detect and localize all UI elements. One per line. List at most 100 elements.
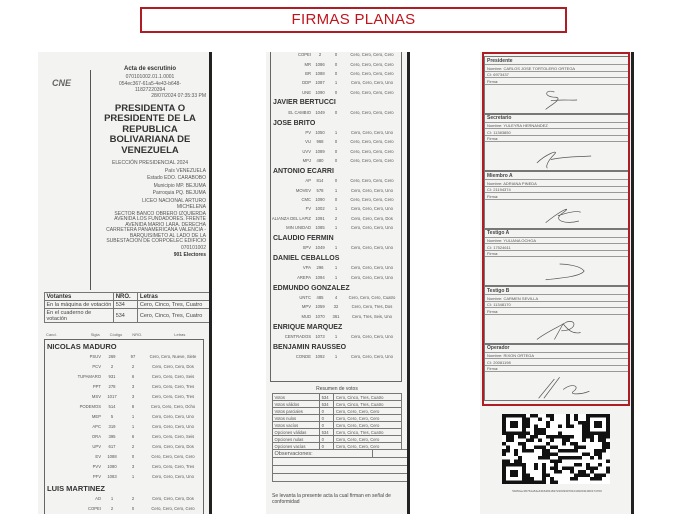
acta-page-3: Presidente Nombre: CARLOS JOSE TORTOLERO …	[480, 52, 634, 514]
vote-letters: Cero, Cero, Cero, Uno	[351, 333, 393, 339]
party-row: FV 1002 1 Cero, Cero, Cero, Uno	[271, 205, 401, 214]
party-sigla: TUPAMARO	[77, 373, 101, 379]
resumen-table: Votos 534 Cero, Cinco, Tres, Cuatro Votos v…	[271, 393, 402, 450]
party-sigla: SPV	[302, 245, 311, 251]
handwritten-signature	[545, 263, 585, 281]
party-code: 1073	[315, 333, 325, 339]
vote-letters: Cero, Cero, Cero, Dos	[152, 443, 194, 449]
vote-count: 1	[131, 473, 135, 479]
party-row: DDP 1087 1 Cero, Cero, Cero, Uno	[271, 79, 401, 88]
party-sigla: PVV	[92, 463, 101, 469]
party-sigla: PSUV	[89, 353, 101, 359]
acta-centro-code: 070101002	[180, 244, 206, 251]
vote-letters: Cero, Cero, Cero, Seis	[151, 373, 195, 379]
cell: 0	[319, 407, 335, 415]
party-code: 814	[316, 178, 324, 184]
signer-ci: CI: 6973437	[485, 72, 629, 78]
firma-label: Firma:	[485, 308, 629, 315]
vote-count: 0	[334, 196, 338, 202]
vote-letters: Cero, Cero, Cero, Cuatro	[348, 294, 396, 300]
vote-letters: Cero, Cero, Cero, Cero	[350, 70, 394, 76]
vote-letters: Cero, Cero, Cero, Cero	[350, 139, 394, 145]
signer-name: Nombre: RIXON ORTEGA	[485, 353, 629, 359]
party-code: 1085	[315, 224, 325, 230]
party-row: COPEI 2 0 Cero, Cero, Cero, Cero	[45, 504, 203, 514]
handwritten-signature	[536, 151, 592, 169]
observaciones-label: Observaciones:	[271, 449, 374, 458]
party-code: 1050	[315, 130, 325, 136]
vote-letters: Cero, Cero, Cero, Uno	[351, 245, 393, 251]
vote-count: 0	[131, 453, 135, 459]
party-row: ALIANZA DEL LAPIZ 1091 2 Cero, Cero, Cero, …	[271, 214, 401, 223]
party-code: 1091	[315, 215, 325, 221]
cell: Cero, Cinco, Tres, Cuatro	[333, 400, 402, 408]
party-row: CMC 1090 0 Cero, Cero, Cero, Cero	[271, 196, 401, 205]
candidate-name: EDMUNDO GONZALEZ	[273, 284, 350, 292]
candidates-box: COPEI 2 0 Cero, Cero, Cero, Cero MR 1086 0 Cero…	[270, 52, 402, 382]
firma-label: Firma:	[485, 78, 629, 85]
vote-count: 1	[334, 274, 338, 280]
cell: En la máquina de votación	[43, 300, 115, 309]
vote-letters: Cero, Cero, Cero, Seis	[151, 433, 195, 439]
party-row: MPV 1059 32 Cero, Cero, Tres, Dos	[271, 303, 401, 312]
vote-count: 3	[131, 383, 135, 389]
party-sigla: CENTRADOS	[284, 333, 311, 339]
cell: Opciones válidas	[271, 428, 321, 436]
acta-office: PRESIDENTA O PRESIDENTE DE LA REPUBLICA …	[104, 102, 196, 156]
party-sigla: EV	[95, 453, 101, 459]
vote-count: 3	[131, 463, 135, 469]
acta-header: Acta de escrutinio 070101002.01.1.0001 0…	[94, 66, 206, 260]
acta-direccion: SECTOR BANCO OBRERO IZQUIERDA AVENIDA LO…	[106, 210, 206, 244]
vote-letters: Cero, Cero, Cero, Tres	[151, 463, 195, 469]
firma-label: Firma:	[485, 193, 629, 200]
vote-count: 1	[334, 245, 338, 251]
vote-count: 97	[130, 353, 136, 359]
col-header: Sigla	[90, 332, 100, 337]
signature-block: Operador Nombre: RIXON ORTEGA CI: 20081198…	[484, 343, 630, 401]
party-sigla: UNE	[302, 89, 311, 95]
cell: Cero, Cinco, Tres, Cuatro	[333, 428, 402, 436]
candidate-name: CLAUDIO FERMIN	[273, 234, 334, 242]
vote-letters: Cero, Cero, Cero, Uno	[351, 274, 393, 280]
party-row: MSV 1017 3 Cero, Cero, Cero, Tres	[45, 392, 203, 402]
acta-footer: Se levanta la presente acta la cual firm…	[272, 493, 391, 505]
cell: Votos válidos	[271, 400, 321, 408]
party-code: 1	[110, 495, 114, 501]
party-sigla: COPEI	[297, 52, 311, 58]
party-sigla: CONDE	[295, 354, 311, 360]
party-code: 296	[316, 265, 324, 271]
candidate-name: JAVIER BERTUCCI	[273, 99, 336, 107]
vote-letters: Cero, Cero, Cero, Uno	[351, 354, 393, 360]
page-title: FIRMAS PLANAS	[140, 7, 567, 33]
cell	[272, 457, 410, 466]
party-code: 278	[108, 383, 116, 389]
vote-count: 0	[334, 89, 338, 95]
vote-count: 0	[334, 70, 338, 76]
party-sigla: APC	[92, 423, 101, 429]
party-sigla: PODEMOS	[79, 403, 101, 409]
acta-hash: 054ec367-61a5-4e43-b648-11827220394	[119, 81, 181, 93]
party-code: 5	[110, 413, 114, 419]
party-sigla: AD	[95, 495, 101, 501]
party-code: 1089	[315, 148, 325, 154]
signature-block: Presidente Nombre: CARLOS JOSE TORTOLERO …	[484, 56, 630, 114]
party-sigla: VPA	[302, 265, 311, 271]
party-sigla: MIN UNIDAD	[286, 224, 311, 230]
cell: 534	[319, 400, 335, 408]
party-code: 1049	[315, 245, 325, 251]
cell: 534	[319, 428, 335, 436]
party-row: PCV 2 2 Cero, Cero, Cero, Dos	[45, 362, 203, 372]
vote-letters: Cero, Cero, Cero, Uno	[351, 130, 393, 136]
table-row: Opciones válidas 534 Cero, Cinco, Tres, Cu…	[271, 428, 402, 436]
vote-letters: Cero, Cero, Cero, Cero	[151, 505, 195, 511]
party-sigla: MOVEV	[295, 187, 311, 193]
cell	[272, 473, 410, 482]
party-code: 319	[108, 423, 116, 429]
candidate-name: ENRIQUE MARQUEZ	[273, 323, 343, 331]
vote-letters: Cero, Cero, Cero, Cero	[151, 453, 195, 459]
col-header: Cand.	[46, 332, 57, 337]
vote-letters: Cero, Cero, Cero, Dos	[351, 215, 393, 221]
cell: Cero, Cinco, Tres, Cuatro	[137, 308, 212, 323]
vote-letters: Cero, Cero, Cero, Cero	[350, 196, 394, 202]
party-row: EV 1088 0 Cero, Cero, Cero, Cero	[45, 452, 203, 462]
